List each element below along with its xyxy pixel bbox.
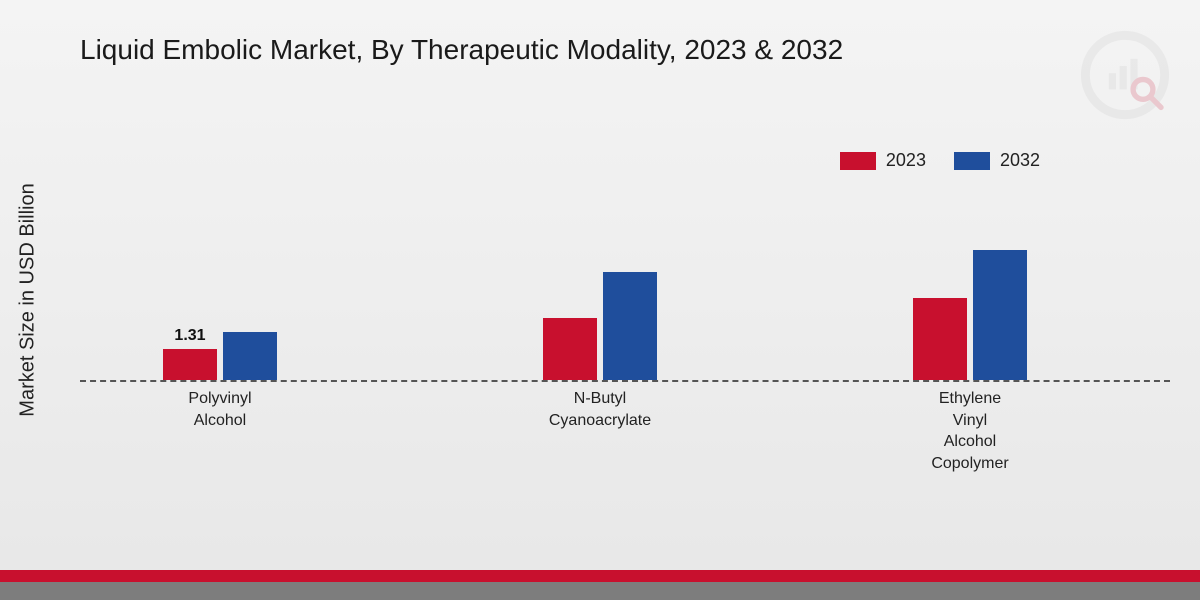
bar-eva-2032 [973,250,1027,380]
x-label-pva: PolyvinylAlcohol [120,388,320,431]
chart-title: Liquid Embolic Market, By Therapeutic Mo… [80,34,843,66]
footer-grey-stripe [0,582,1200,600]
bar-group-nbc [500,272,700,380]
bar-eva-2023 [913,298,967,380]
legend-item-2032: 2032 [954,150,1040,171]
watermark-logo [1080,30,1170,120]
legend-swatch-2032 [954,152,990,170]
y-axis-label: Market Size in USD Billion [17,183,40,416]
bar-group-eva [870,250,1070,380]
legend-item-2023: 2023 [840,150,926,171]
bar-pva-2023 [163,349,217,380]
footer-bar [0,570,1200,600]
bar-nbc-2023 [543,318,597,380]
bar-pva-2032 [223,332,277,380]
legend-label-2032: 2032 [1000,150,1040,171]
baseline [80,380,1170,382]
bar-nbc-2032 [603,272,657,380]
footer-red-stripe [0,570,1200,582]
chart-area: Liquid Embolic Market, By Therapeutic Mo… [0,0,1200,570]
data-label-pva-2023: 1.31 [174,327,205,345]
x-label-eva: EthyleneVinylAlcoholCopolymer [870,388,1070,474]
legend-swatch-2023 [840,152,876,170]
bar-group-pva [120,332,320,380]
legend: 2023 2032 [840,150,1040,171]
legend-label-2023: 2023 [886,150,926,171]
x-label-nbc: N-ButylCyanoacrylate [500,388,700,431]
